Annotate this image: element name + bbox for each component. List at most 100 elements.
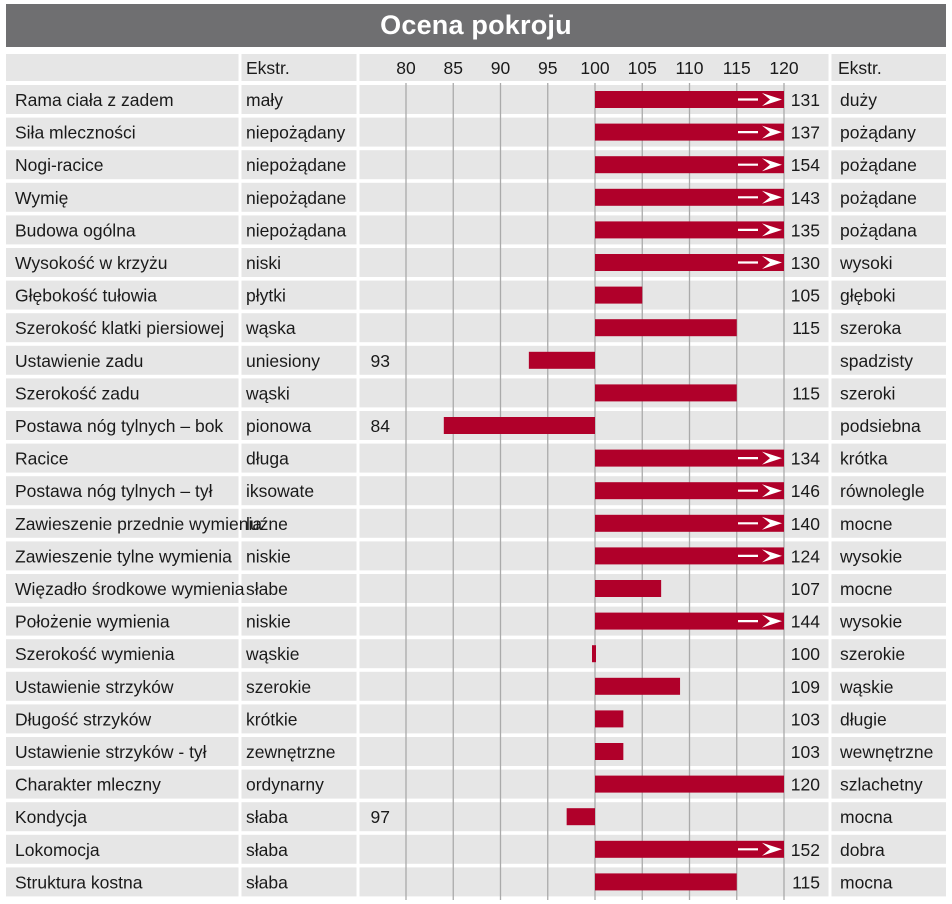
bar xyxy=(595,482,784,500)
bar xyxy=(595,743,624,760)
right-extreme-label: krótka xyxy=(840,449,888,469)
trait-label: Ustawienie strzyków xyxy=(15,677,174,697)
right-extreme-label: szerokie xyxy=(840,644,905,664)
right-extreme-label: równolegle xyxy=(840,481,925,501)
value-label: 143 xyxy=(791,188,820,208)
value-label: 130 xyxy=(791,253,820,273)
bar xyxy=(595,123,784,141)
bar xyxy=(595,580,662,597)
left-extreme-label: długa xyxy=(246,449,289,469)
value-label: 105 xyxy=(791,286,820,306)
left-extreme-label: iksowate xyxy=(246,481,314,501)
bar xyxy=(566,808,595,826)
left-extreme-label: mały xyxy=(246,90,283,110)
left-extreme-label: ordynarny xyxy=(246,775,324,795)
x-tick-label: 120 xyxy=(769,58,798,78)
right-extreme-label: wysokie xyxy=(839,546,902,566)
bar xyxy=(595,91,784,108)
left-extreme-label: niepożądane xyxy=(246,188,346,208)
value-label: 137 xyxy=(791,123,820,143)
header-extr-left: Ekstr. xyxy=(246,58,290,78)
bar xyxy=(595,677,681,695)
row-background xyxy=(6,182,946,212)
x-tick-label: 115 xyxy=(723,58,751,78)
trait-label: Głębokość tułowia xyxy=(15,286,157,306)
right-extreme-label: mocna xyxy=(840,872,893,892)
trait-label: Siła mleczności xyxy=(15,123,136,143)
row-background xyxy=(6,867,946,897)
left-extreme-label: szerokie xyxy=(246,677,311,697)
row-background xyxy=(6,574,946,603)
left-extreme-label: zewnętrzne xyxy=(246,742,336,762)
row-background xyxy=(6,150,946,180)
trait-label: Postawa nóg tylnych – bok xyxy=(15,416,223,436)
bar xyxy=(595,286,643,304)
right-extreme-label: długie xyxy=(840,709,887,729)
left-extreme-label: wąski xyxy=(245,383,290,403)
overflow-chevron xyxy=(762,549,782,563)
value-label: 120 xyxy=(791,775,820,795)
value-label: 97 xyxy=(371,807,390,827)
overflow-chevron xyxy=(762,484,782,498)
overflow-chevron xyxy=(762,614,782,628)
trait-label: Szerokość zadu xyxy=(15,383,140,403)
value-label: 135 xyxy=(791,220,820,240)
value-label: 124 xyxy=(791,546,820,566)
trait-label: Budowa ogólna xyxy=(15,220,136,240)
x-tick-label: 90 xyxy=(491,58,511,78)
row-background xyxy=(6,769,946,799)
row-background xyxy=(6,639,946,669)
left-extreme-label: słabe xyxy=(246,579,288,599)
trait-label: Zawieszenie tylne wymienia xyxy=(15,546,232,566)
trait-label: Więzadło środkowe wymienia xyxy=(15,579,245,599)
row-background xyxy=(6,313,946,343)
bar xyxy=(595,156,784,174)
left-extreme-label: niepożądana xyxy=(246,220,346,240)
bar xyxy=(528,351,595,369)
value-label: 134 xyxy=(791,449,820,469)
x-tick-label: 105 xyxy=(628,58,657,78)
row-background xyxy=(6,215,946,245)
trait-label: Racice xyxy=(15,449,69,469)
right-extreme-label: wewnętrzne xyxy=(839,742,933,762)
trait-label: Ustawienie strzyków - tył xyxy=(15,742,207,762)
left-extreme-label: wąska xyxy=(245,318,296,338)
overflow-chevron xyxy=(762,125,782,139)
row-background xyxy=(6,476,946,506)
bar xyxy=(595,710,624,728)
x-tick-label: 80 xyxy=(396,58,416,78)
left-extreme-label: pionowa xyxy=(246,416,311,436)
overflow-chevron xyxy=(762,516,782,530)
right-extreme-label: podsiebna xyxy=(840,416,921,436)
left-extreme-label: niepożądany xyxy=(246,123,345,143)
value-label: 115 xyxy=(792,318,820,338)
right-extreme-label: mocna xyxy=(840,807,893,827)
overflow-chevron xyxy=(762,158,782,172)
overflow-chevron xyxy=(762,256,782,269)
trait-label: Charakter mleczny xyxy=(15,775,161,795)
trait-label: Postawa nóg tylnych – tył xyxy=(15,481,213,501)
value-label: 140 xyxy=(791,514,820,534)
bar xyxy=(595,840,784,858)
value-label: 100 xyxy=(791,644,820,664)
bar xyxy=(595,319,737,337)
bar xyxy=(595,873,737,891)
right-extreme-label: szlachetny xyxy=(840,775,923,795)
trait-label: Zawieszenie przednie wymienia xyxy=(15,514,262,534)
left-extreme-label: niepożądane xyxy=(246,155,346,175)
value-label: 131 xyxy=(791,90,820,110)
bar xyxy=(595,547,784,565)
left-extreme-label: słaba xyxy=(246,872,288,892)
value-label: 84 xyxy=(371,416,391,436)
row-background xyxy=(6,280,946,310)
row-background xyxy=(6,704,946,734)
overflow-chevron xyxy=(762,190,782,204)
bar xyxy=(595,188,784,206)
value-label: 103 xyxy=(791,709,820,729)
row-background xyxy=(6,117,946,147)
value-label: 152 xyxy=(791,840,820,860)
trait-label: Nogi-racice xyxy=(15,155,104,175)
trait-label: Długość strzyków xyxy=(15,709,152,729)
bar xyxy=(595,514,784,532)
